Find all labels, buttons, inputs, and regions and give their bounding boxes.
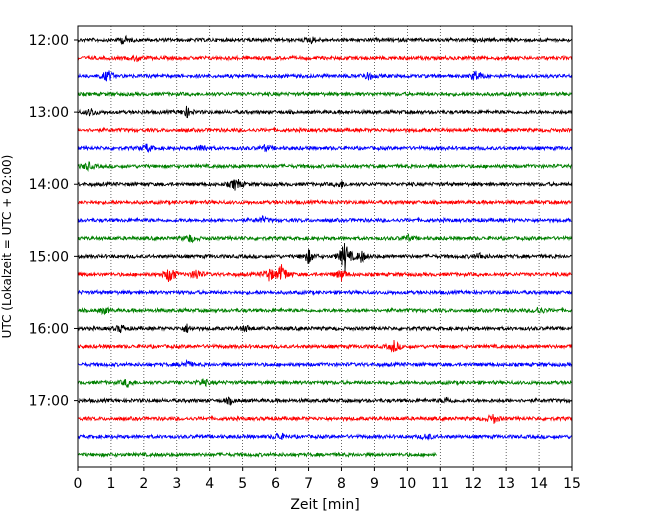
trace-row-1730 bbox=[77, 432, 573, 441]
x-tick-label: 15 bbox=[563, 476, 581, 492]
x-tick-label: 6 bbox=[271, 476, 280, 492]
trace-row-1700 bbox=[77, 396, 573, 407]
trace-row-1600 bbox=[77, 323, 573, 334]
x-tick-label: 10 bbox=[398, 476, 416, 492]
x-tick-label: 5 bbox=[238, 476, 247, 492]
x-tick-label: 11 bbox=[431, 476, 449, 492]
trace-row-1415 bbox=[77, 198, 573, 206]
x-tick-label: 12 bbox=[464, 476, 482, 492]
trace-row-1345 bbox=[77, 161, 573, 173]
y-tick-label: 15:00 bbox=[29, 249, 69, 265]
x-tick-label: 2 bbox=[139, 476, 148, 492]
trace-row-1500 bbox=[77, 243, 573, 272]
trace-row-1445 bbox=[77, 233, 573, 244]
trace-row-1330 bbox=[77, 143, 573, 154]
trace-row-1215 bbox=[77, 54, 573, 63]
x-tick-label: 9 bbox=[370, 476, 379, 492]
trace-row-1230 bbox=[77, 70, 573, 82]
x-tick-label: 4 bbox=[205, 476, 214, 492]
trace-row-1515 bbox=[77, 264, 573, 282]
y-tick-label: 16:00 bbox=[29, 321, 69, 337]
x-tick-label: 3 bbox=[172, 476, 181, 492]
x-tick-label: 14 bbox=[530, 476, 548, 492]
y-tick-label: 17:00 bbox=[29, 394, 69, 410]
trace-row-1545 bbox=[77, 306, 573, 316]
y-tick-label: 14:00 bbox=[29, 177, 69, 193]
x-tick-label: 13 bbox=[497, 476, 515, 492]
x-tick-label: 1 bbox=[106, 476, 115, 492]
axis-ticks: 0 1 2 3 4 5 6 7 8 9 10 11 12 13 14 1512:0013:0014:0015:… bbox=[29, 33, 581, 492]
trace-row-1315 bbox=[77, 126, 573, 134]
x-axis-label: Zeit [min] bbox=[290, 497, 359, 513]
trace-row-1645 bbox=[77, 378, 573, 388]
trace-row-1715 bbox=[77, 413, 573, 424]
plot-frame bbox=[77, 25, 573, 468]
y-axis-label: UTC (Lokalzeit = UTC + 02:00) bbox=[0, 155, 14, 339]
trace-row-1630 bbox=[77, 358, 573, 369]
trace-row-1530 bbox=[77, 288, 573, 296]
y-tick-label: 13:00 bbox=[29, 105, 69, 121]
trace-lines bbox=[77, 34, 573, 459]
y-tick-label: 12:00 bbox=[29, 33, 69, 49]
trace-row-1745 bbox=[77, 451, 437, 459]
trace-row-1430 bbox=[77, 215, 573, 224]
trace-row-1200 bbox=[77, 34, 573, 46]
trace-row-1615 bbox=[77, 339, 573, 353]
x-tick-label: 0 bbox=[74, 476, 83, 492]
trace-row-1300 bbox=[77, 105, 573, 119]
x-tick-label: 8 bbox=[337, 476, 346, 492]
x-tick-label: 7 bbox=[304, 476, 313, 492]
trace-row-1245 bbox=[77, 90, 573, 98]
trace-row-1400 bbox=[77, 178, 573, 191]
